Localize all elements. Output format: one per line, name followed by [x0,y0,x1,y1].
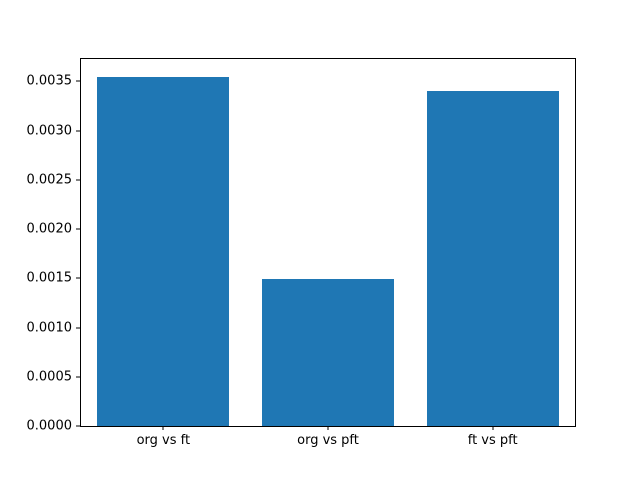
x-tick-mark [162,426,164,430]
y-tick-label: 0.0030 [26,123,73,139]
y-tick-label: 0.0010 [26,320,73,336]
y-tick-mark [76,277,80,279]
x-tick-label: org vs pft [297,433,359,448]
y-tick-mark [76,425,80,427]
y-tick-mark [76,327,80,329]
y-tick-mark [76,228,80,230]
plot-area: org vs ft org vs pft ft vs pft 0.0000 0.0005… [27,58,576,447]
y-tick-label: 0.0020 [26,221,73,237]
x-tick-mark [492,426,494,430]
bar [262,279,394,426]
y-tick-label: 0.0035 [26,73,73,89]
y-tick-label: 0.0025 [26,172,73,188]
y-tick-label: 0.0015 [26,270,73,286]
x-tick-label: ft vs pft [467,433,518,448]
x-tick-mark [327,426,329,430]
y-tick-label: 0.0000 [26,418,73,434]
x-tick-label: org vs ft [136,433,191,448]
bar [97,76,230,426]
bar [426,91,559,426]
y-tick-mark [76,130,80,132]
y-tick-mark [76,179,80,181]
y-tick-mark [76,80,80,82]
y-tick-mark [76,376,80,378]
y-tick-label: 0.0005 [26,369,73,385]
